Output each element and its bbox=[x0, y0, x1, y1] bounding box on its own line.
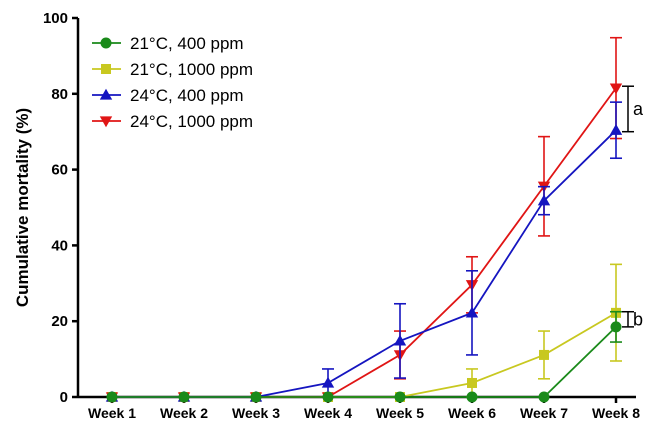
significance-label: b bbox=[633, 309, 643, 329]
y-tick-label: 40 bbox=[51, 237, 68, 254]
legend-label: 24°C, 1000 ppm bbox=[130, 112, 253, 131]
x-tick-label: Week 5 bbox=[376, 405, 424, 421]
significance-bracket-b: b bbox=[622, 309, 643, 329]
y-tick-label: 60 bbox=[51, 162, 68, 179]
legend-label: 21°C, 400 ppm bbox=[130, 34, 244, 53]
legend-entry-1: 21°C, 400 ppm bbox=[92, 34, 244, 53]
data-point bbox=[393, 334, 407, 346]
legend-marker bbox=[100, 37, 112, 49]
legend: 21°C, 400 ppm 21°C, 1000 ppm 24°C, 400 ppm… bbox=[92, 34, 253, 131]
significance-annotations: ab bbox=[622, 85, 644, 329]
legend-marker bbox=[99, 88, 113, 100]
data-point bbox=[538, 391, 550, 403]
series-2 bbox=[107, 263, 622, 402]
data-point bbox=[394, 391, 406, 403]
x-tick-label: Week 7 bbox=[520, 405, 568, 421]
x-tick-label: Week 1 bbox=[88, 405, 136, 421]
y-tick-label: 80 bbox=[51, 86, 68, 103]
legend-marker bbox=[101, 64, 111, 74]
legend-marker bbox=[99, 116, 113, 128]
data-point bbox=[610, 321, 622, 333]
data-point bbox=[467, 377, 477, 388]
y-tick-label: 100 bbox=[43, 10, 68, 27]
legend-entry-4: 24°C, 1000 ppm bbox=[92, 112, 253, 131]
series-line bbox=[112, 326, 617, 398]
data-point bbox=[321, 376, 335, 388]
data-point bbox=[609, 123, 623, 135]
data-point bbox=[537, 194, 551, 206]
x-tick-label: Week 2 bbox=[160, 405, 208, 421]
significance-label: a bbox=[633, 99, 644, 119]
legend-label: 21°C, 1000 ppm bbox=[130, 60, 253, 79]
data-point bbox=[250, 391, 262, 403]
data-point bbox=[465, 306, 479, 318]
x-tick-label: Week 6 bbox=[448, 405, 496, 421]
legend-entry-3: 24°C, 400 ppm bbox=[92, 86, 244, 105]
y-tick-label: 0 bbox=[60, 389, 68, 406]
legend-label: 24°C, 400 ppm bbox=[130, 86, 244, 105]
data-point bbox=[322, 391, 334, 403]
significance-bracket-a: a bbox=[622, 85, 644, 133]
x-tick-label: Week 3 bbox=[232, 405, 280, 421]
x-tick-label: Week 4 bbox=[304, 405, 352, 421]
series-1 bbox=[106, 310, 622, 403]
data-point bbox=[178, 391, 190, 403]
y-tick-label: 20 bbox=[51, 313, 68, 330]
y-axis-title: Cumulative mortality (%) bbox=[13, 108, 32, 307]
data-point bbox=[609, 83, 623, 95]
data-point bbox=[106, 391, 118, 403]
data-point bbox=[466, 391, 478, 403]
series-group bbox=[105, 36, 623, 404]
x-tick-label: Week 8 bbox=[592, 405, 640, 421]
data-point bbox=[539, 349, 549, 360]
legend-entry-2: 21°C, 1000 ppm bbox=[92, 60, 253, 79]
